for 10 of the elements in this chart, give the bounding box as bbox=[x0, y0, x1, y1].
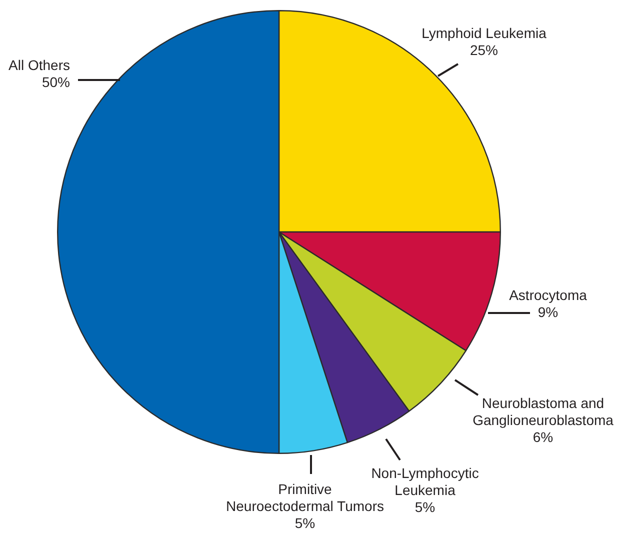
data-label: 5% bbox=[414, 499, 436, 515]
slice-label: Astrocytoma bbox=[509, 287, 588, 303]
data-label: 25% bbox=[470, 42, 498, 58]
data-label: 5% bbox=[294, 515, 316, 531]
data-label: 6% bbox=[532, 429, 554, 445]
data-label: 50% bbox=[42, 74, 70, 90]
data-label: 9% bbox=[538, 304, 558, 320]
slice-label: Lymphoid Leukemia bbox=[422, 25, 547, 41]
slice-label: Neuroblastoma and Ganglioneuroblastoma bbox=[472, 395, 614, 428]
slice-label: All Others bbox=[8, 57, 70, 73]
